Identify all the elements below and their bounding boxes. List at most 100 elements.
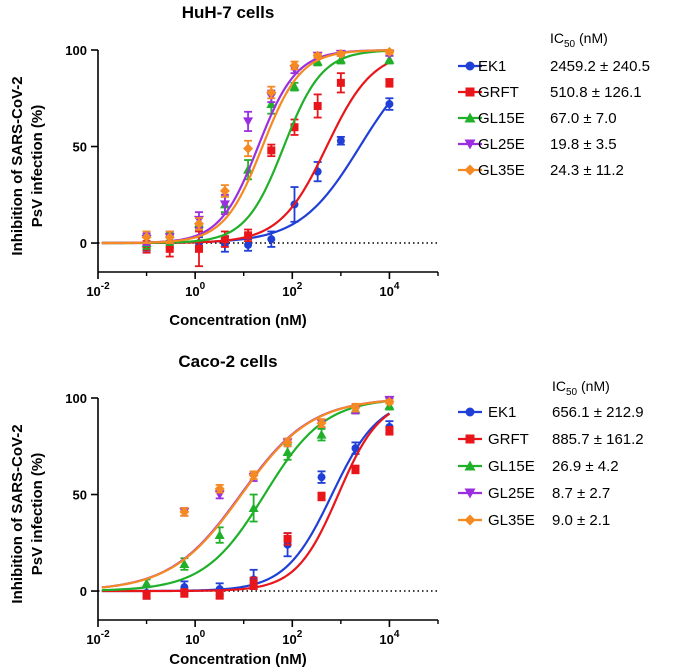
data-point-GRFT [267,146,276,155]
data-point-GL15E [266,99,277,109]
data-point-GL15E [316,429,327,439]
legend-label: EK1 [488,404,516,421]
data-point-GL35E [289,60,300,71]
data-point-EK1 [244,240,253,249]
fit-curve-GL35E [101,399,390,589]
data-point-GL35E [384,46,395,57]
legend-marker-GRFT [465,87,475,97]
data-point-GL35E [219,185,230,196]
data-point-GRFT [249,579,258,588]
series-GRFT [101,412,394,600]
legend-ic50-value: 67.0 ± 7.0 [550,110,617,127]
x-tick-label: 104 [379,281,399,299]
legend-label: EK1 [478,58,506,75]
legend-label: GL35E [478,162,525,179]
legend-entry-GL15E: GL15E 67.0 ± 7.0 [458,110,617,127]
data-point-GL35E [335,48,346,59]
legend-entry-EK1: EK1 656.1 ± 212.9 [458,404,644,421]
fit-curve-GRFT [101,412,391,593]
data-point-GL25E [243,117,254,127]
data-point-GRFT [283,534,292,543]
chart-panel-1: HuH-7 cells 0 50 100 10-2 100 102 104 Concentrat… [9,3,650,329]
data-point-GL15E [141,578,152,588]
legend-entry-GL25E: GL25E 8.7 ± 2.7 [458,485,610,502]
y-tick-label: 0 [80,584,87,599]
legend-marker-GL25E [464,139,476,150]
data-point-GL15E [179,559,190,569]
fit-curve-GL15E [101,399,390,592]
data-point-GRFT [290,123,299,132]
series-GL25E [101,395,395,589]
ic50-header: IC50 (nM) [550,30,608,50]
data-point-GL35E [312,50,323,61]
legend-entry-EK1: EK1 2459.2 ± 240.5 [458,58,650,75]
chart-title: HuH-7 cells [182,3,275,22]
y-tick-label: 50 [73,488,87,503]
legend-label: GRFT [488,431,529,448]
data-point-GL35E [179,506,190,517]
y-axis-label: PsV infection (%) [29,105,46,228]
fit-curve-GRFT [101,61,390,245]
data-point-GL15E [384,54,395,64]
legend-label: GL25E [478,136,525,153]
y-tick-label: 0 [80,236,87,251]
data-point-GL35E [164,232,175,243]
data-point-EK1 [267,235,276,244]
data-point-EK1 [317,473,326,482]
data-point-GRFT [215,590,224,599]
legend-marker-EK1 [465,61,475,71]
legend-ic50-value: 8.7 ± 2.7 [552,485,610,502]
data-point-GL15E [248,503,259,513]
data-point-GL35E [350,402,361,413]
x-axis-label: Concentration (nM) [169,312,306,329]
y-axis-label: PsV infection (%) [29,453,46,576]
fit-curve-EK1 [101,412,391,593]
x-tick-label: 104 [379,629,399,647]
legend-entry-GL25E: GL25E 19.8 ± 3.5 [458,136,617,153]
chart-panel-2: Caco-2 cells 0 50 100 10-2 100 102 104 Concentra… [9,352,644,668]
data-point-GL15E [289,81,300,91]
x-axis-label: Concentration (nM) [169,651,306,668]
legend-marker-GRFT [465,434,475,444]
x-tick-label: 10-2 [86,629,110,647]
legend-marker-GL25E [464,488,476,499]
data-point-GRFT [313,101,322,110]
chart-title: Caco-2 cells [178,352,277,371]
data-point-GL35E [214,483,225,494]
legend-entry-GRFT: GRFT 885.7 ± 161.2 [458,431,644,448]
series-GL35E [101,396,395,589]
legend-ic50-value: 510.8 ± 126.1 [550,84,642,101]
data-point-EK1 [385,100,394,109]
data-point-GL35E [316,418,327,429]
legend-marker-GL15E [464,112,476,123]
legend-ic50-value: 656.1 ± 212.9 [552,404,644,421]
y-axis-label: Inhibition of SARS-CoV-2 [9,76,26,255]
y-tick-label: 100 [65,43,87,58]
legend-entry-GL35E: GL35E 9.0 ± 2.1 [458,512,610,529]
data-point-GL35E [243,143,254,154]
x-tick-label: 100 [185,281,205,299]
series-GL35E [101,46,395,245]
data-point-GL35E [193,218,204,229]
data-point-GRFT [220,235,229,244]
data-point-GRFT [165,244,174,253]
legend-ic50-value: 9.0 ± 2.1 [552,512,610,529]
x-tick-label: 10-2 [86,281,110,299]
data-point-GL25E [219,200,230,210]
data-point-GL35E [141,232,152,243]
fit-curve-GL25E [101,399,390,589]
data-point-GRFT [317,492,326,501]
legend-ic50-value: 2459.2 ± 240.5 [550,58,650,75]
data-point-GRFT [385,426,394,435]
data-point-GL15E [335,54,346,64]
data-point-GRFT [336,78,345,87]
data-point-GL35E [266,87,277,98]
data-point-GL15E [282,447,293,457]
data-point-GL35E [384,396,395,407]
legend-label: GL15E [488,458,535,475]
ic50-header: IC50 (nM) [552,378,610,398]
data-point-GRFT [244,231,253,240]
legend-label: GL25E [488,485,535,502]
data-point-EK1 [336,136,345,145]
